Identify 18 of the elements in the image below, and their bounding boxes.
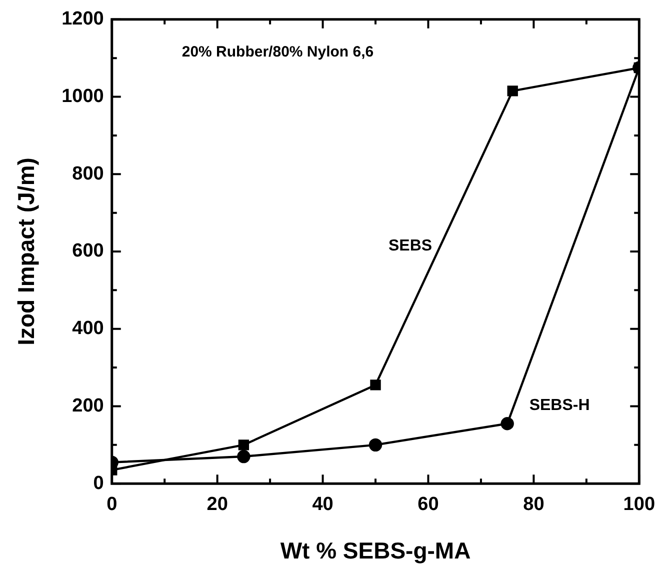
y-tick-label: 1000 xyxy=(62,86,104,107)
y-tick-label: 200 xyxy=(72,395,104,416)
y-tick-label: 800 xyxy=(72,163,104,184)
series-label: SEBS-H xyxy=(529,397,590,414)
x-tick-label: 20 xyxy=(206,494,228,516)
y-tick-label: 0 xyxy=(93,472,104,494)
y-tick-label: 400 xyxy=(72,318,104,340)
x-tick-label: 40 xyxy=(312,494,334,516)
y-tick-label: 600 xyxy=(72,240,104,262)
x-tick-label: 100 xyxy=(623,494,655,516)
x-tick-label: 0 xyxy=(106,494,118,516)
y-tick-label: 1200 xyxy=(62,8,104,30)
series-label: SEBS xyxy=(388,237,432,254)
y-axis-title: Izod Impact (J/m) xyxy=(13,158,40,346)
x-tick-label: 80 xyxy=(523,494,544,516)
annotation: 20% Rubber/80% Nylon 6,6 xyxy=(182,44,374,61)
x-tick-label: 60 xyxy=(418,494,439,516)
x-axis-title: Wt % SEBS-g-MA xyxy=(280,538,471,564)
